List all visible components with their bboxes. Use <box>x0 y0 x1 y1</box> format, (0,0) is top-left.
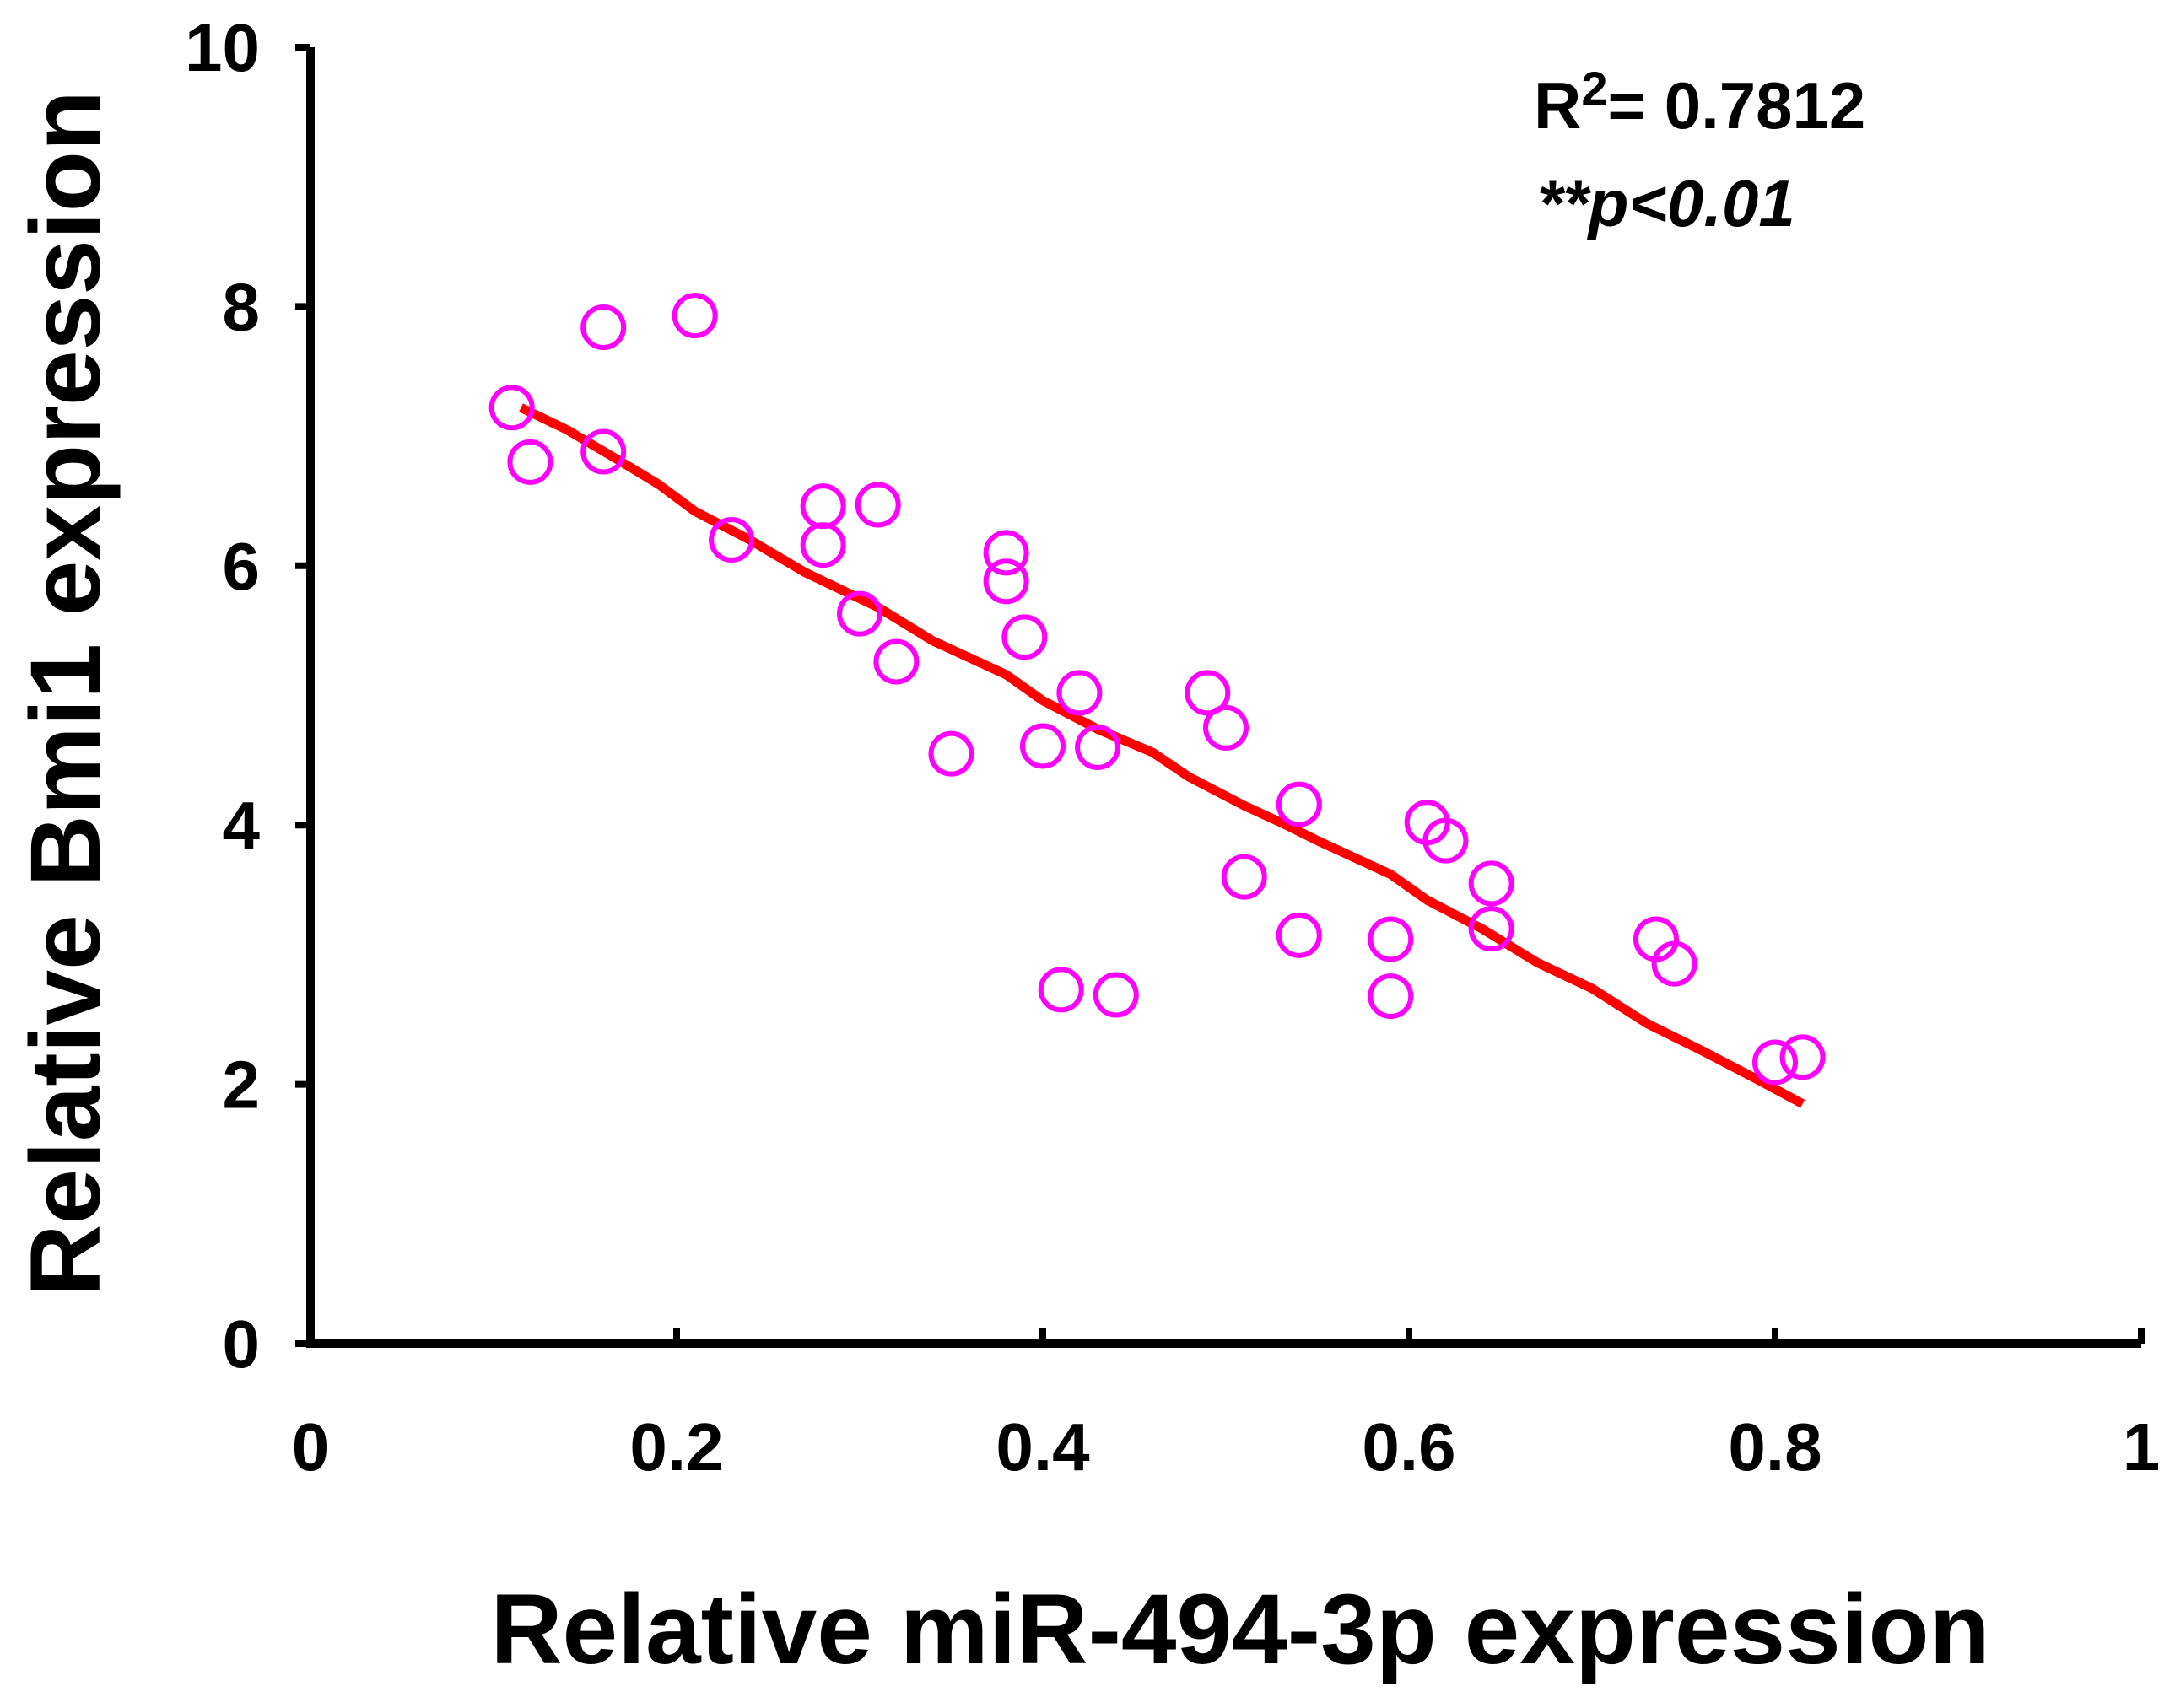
data-point <box>672 293 718 339</box>
p-value-stars: ** <box>1537 166 1591 240</box>
data-point <box>928 730 974 777</box>
axes: 0 2 4 6 8 10 0 0.2 0.4 0.6 0.8 1 <box>185 10 2160 1484</box>
x-tick-label: 0.2 <box>629 1409 723 1484</box>
y-tick-label: 4 <box>223 788 261 863</box>
trend-line <box>519 403 1805 1108</box>
data-point <box>580 304 627 350</box>
data-point <box>800 483 846 530</box>
r-squared-annotation: R2= 0.7812 <box>1534 62 1865 143</box>
data-point <box>1203 704 1249 751</box>
data-point <box>1038 967 1084 1013</box>
y-tick-label: 2 <box>223 1048 261 1123</box>
data-point <box>1221 854 1267 900</box>
x-tick-label: 0.6 <box>1362 1409 1455 1484</box>
data-point <box>983 530 1029 576</box>
y-tick-label: 10 <box>185 10 260 85</box>
data-point <box>1276 912 1322 958</box>
data-point <box>488 385 535 431</box>
x-tick-label: 1 <box>2123 1409 2161 1484</box>
data-point <box>709 517 755 563</box>
r-squared-superscript: 2 <box>1581 62 1607 115</box>
r-squared-label: R <box>1534 68 1581 143</box>
y-tick-label: 8 <box>223 269 261 344</box>
data-point <box>1468 906 1514 952</box>
data-point <box>1651 940 1697 987</box>
trend-line-group <box>519 403 1805 1108</box>
data-point <box>983 558 1029 605</box>
data-point <box>800 522 846 568</box>
data-points <box>488 293 1826 1086</box>
data-point <box>1001 614 1048 660</box>
data-point <box>1075 724 1121 770</box>
data-point <box>1779 1034 1826 1080</box>
p-value-text: p<0.01 <box>1587 166 1795 240</box>
x-tick-label: 0.4 <box>996 1409 1090 1484</box>
x-axis-title: Relative miR-494-3p expression <box>490 1574 1989 1685</box>
r-squared-value: = 0.7812 <box>1608 68 1866 143</box>
data-point <box>580 428 627 475</box>
data-point <box>1368 973 1414 1020</box>
data-point <box>1093 972 1139 1018</box>
data-point <box>1056 670 1103 716</box>
data-point <box>1368 916 1414 962</box>
data-point <box>1468 860 1514 907</box>
data-point <box>1185 670 1231 716</box>
data-point <box>1752 1039 1798 1086</box>
data-point <box>1020 723 1066 769</box>
data-point <box>1276 781 1322 827</box>
y-tick-label: 0 <box>223 1307 261 1382</box>
y-axis-title: Relative Bmi1 expression <box>10 90 121 1296</box>
data-point <box>1422 817 1469 864</box>
p-value-annotation: **p<0.01 <box>1537 166 1795 240</box>
x-tick-label: 0 <box>292 1409 330 1484</box>
y-tick-label: 6 <box>223 529 261 604</box>
data-point <box>507 439 553 485</box>
data-point <box>837 590 882 637</box>
x-tick-label: 0.8 <box>1728 1409 1821 1484</box>
data-point <box>855 482 901 528</box>
data-point <box>873 638 920 685</box>
